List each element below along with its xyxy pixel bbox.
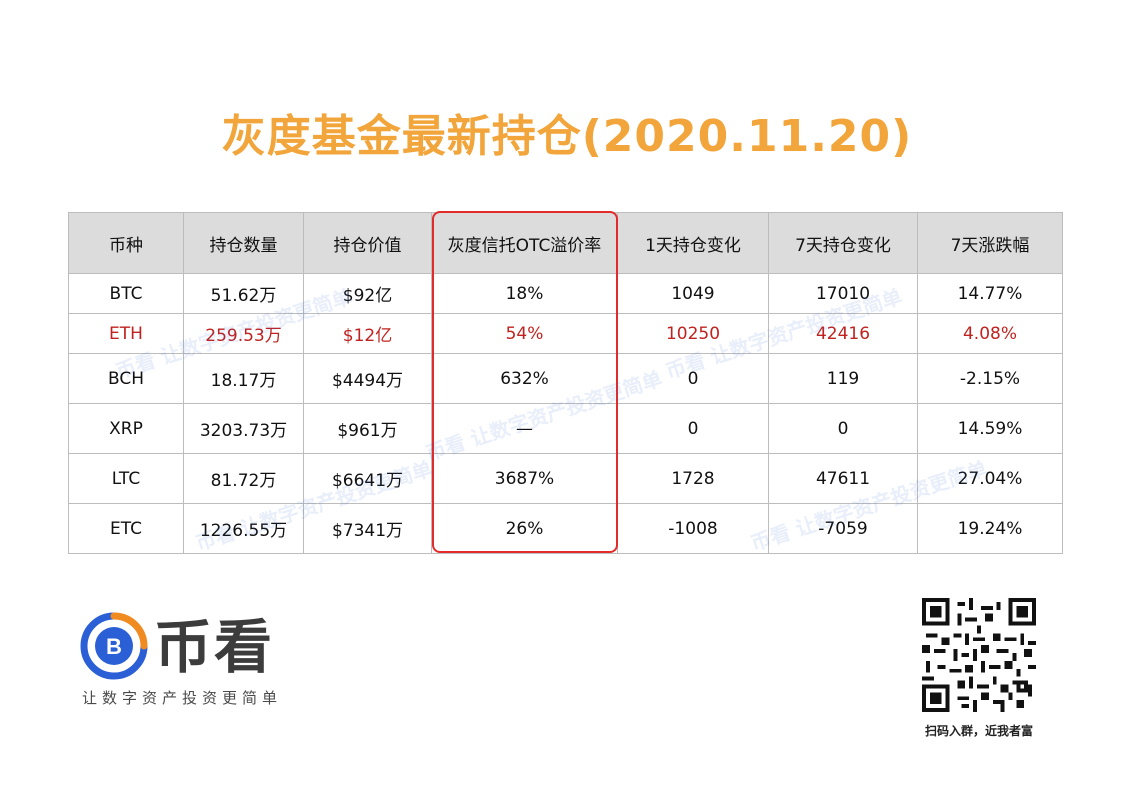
cell-value: $92亿 (303, 273, 432, 314)
cell-7d-change: 17010 (768, 273, 918, 314)
header-1d-change: 1天持仓变化 (617, 212, 769, 274)
header-coin: 币种 (68, 212, 184, 274)
header-otc-premium: 灰度信托OTC溢价率 (431, 212, 618, 274)
qr-code-icon (922, 598, 1036, 712)
cell-quantity: 51.62万 (183, 273, 304, 314)
cell-7d-price-change: 14.77% (917, 273, 1063, 314)
cell-quantity: 81.72万 (183, 453, 304, 504)
cell-7d-price-change: 27.04% (917, 453, 1063, 504)
cell-1d-change: 10250 (617, 313, 769, 354)
table-row: BCH 18.17万 $4494万 632% 0 119 -2.15% (68, 353, 1063, 404)
cell-quantity: 18.17万 (183, 353, 304, 404)
cell-value: $4494万 (303, 353, 432, 404)
qr-caption: 扫码入群，近我者富 (924, 724, 1033, 738)
cell-coin: ETC (68, 503, 184, 554)
cell-value: $7341万 (303, 503, 432, 554)
svg-text:B: B (106, 634, 122, 659)
cell-7d-change: 0 (768, 403, 918, 454)
header-quantity: 持仓数量 (183, 212, 304, 274)
cell-otc-premium: 54% (431, 313, 618, 354)
cell-1d-change: -1008 (617, 503, 769, 554)
cell-quantity: 259.53万 (183, 313, 304, 354)
cell-1d-change: 0 (617, 403, 769, 454)
cell-otc-premium: 18% (431, 273, 618, 314)
cell-1d-change: 0 (617, 353, 769, 404)
brand-name: 币看 (154, 613, 275, 681)
cell-1d-change: 1049 (617, 273, 769, 314)
table-row: LTC 81.72万 $6641万 3687% 1728 47611 27.04… (68, 453, 1063, 504)
cell-7d-price-change: -2.15% (917, 353, 1063, 404)
header-7d-price-change: 7天涨跌幅 (917, 212, 1063, 274)
cell-otc-premium: 26% (431, 503, 618, 554)
cell-coin: LTC (68, 453, 184, 504)
holdings-table: 币种 持仓数量 持仓价值 灰度信托OTC溢价率 1天持仓变化 7天持仓变化 7天… (68, 212, 1063, 554)
table-row: ETH 259.53万 $12亿 54% 10250 42416 4.08% (68, 313, 1063, 354)
cell-otc-premium: 3687% (431, 453, 618, 504)
table-row: ETC 1226.55万 $7341万 26% -1008 -7059 19.2… (68, 503, 1063, 554)
b-coin-icon: B (80, 612, 148, 680)
cell-coin: XRP (68, 403, 184, 454)
cell-value: $6641万 (303, 453, 432, 504)
cell-quantity: 1226.55万 (183, 503, 304, 554)
cell-1d-change: 1728 (617, 453, 769, 504)
cell-value: $12亿 (303, 313, 432, 354)
cell-7d-price-change: 4.08% (917, 313, 1063, 354)
cell-otc-premium: — (431, 403, 618, 454)
brand-slogan: 让数字资产投资更简单 (82, 689, 283, 707)
cell-coin: BTC (68, 273, 184, 314)
cell-7d-price-change: 19.24% (917, 503, 1063, 554)
cell-7d-change: -7059 (768, 503, 918, 554)
cell-otc-premium: 632% (431, 353, 618, 404)
table-row: XRP 3203.73万 $961万 — 0 0 14.59% (68, 403, 1063, 454)
cell-7d-price-change: 14.59% (917, 403, 1063, 454)
page-title: 灰度基金最新持仓(2020.11.20) (221, 111, 913, 162)
cell-coin: BCH (68, 353, 184, 404)
cell-value: $961万 (303, 403, 432, 454)
header-value: 持仓价值 (303, 212, 432, 274)
header-7d-change: 7天持仓变化 (768, 212, 918, 274)
table-header-row: 币种 持仓数量 持仓价值 灰度信托OTC溢价率 1天持仓变化 7天持仓变化 7天… (68, 212, 1063, 274)
brand-logo: B 币看 让数字资产投资更简单 (80, 612, 320, 712)
cell-quantity: 3203.73万 (183, 403, 304, 454)
cell-7d-change: 119 (768, 353, 918, 404)
cell-coin: ETH (68, 313, 184, 354)
table-row: BTC 51.62万 $92亿 18% 1049 17010 14.77% (68, 273, 1063, 314)
cell-7d-change: 42416 (768, 313, 918, 354)
cell-7d-change: 47611 (768, 453, 918, 504)
